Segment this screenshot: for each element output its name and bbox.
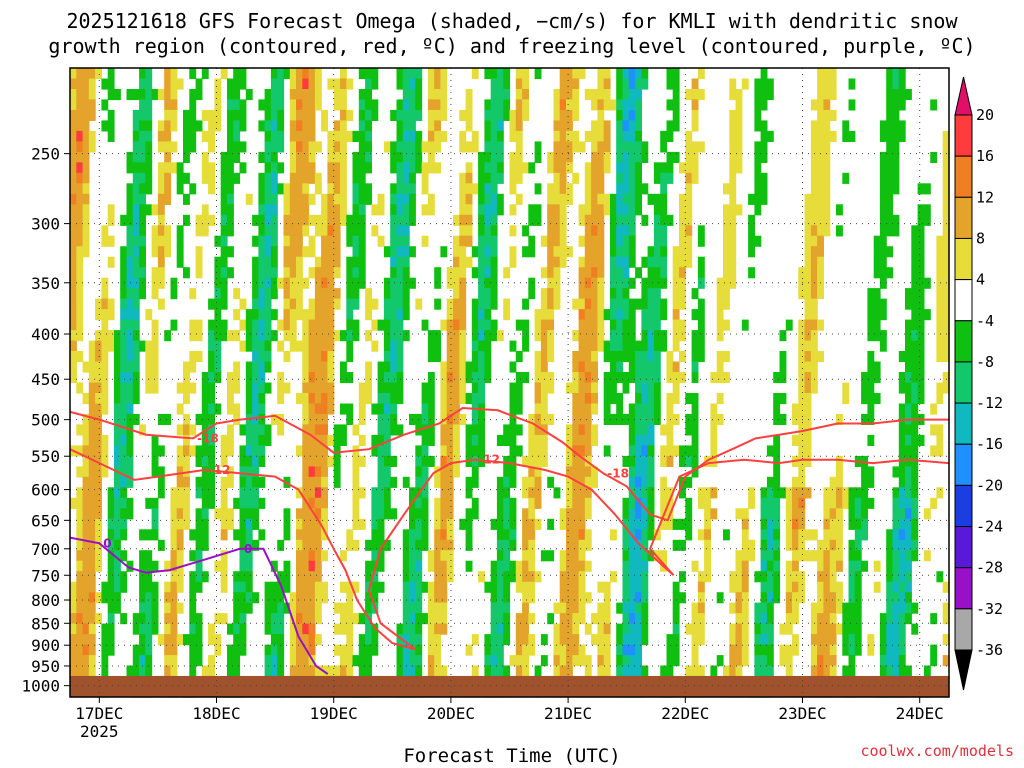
- chart-svg: 2503003504004505005506006507007508008509…: [21, 67, 1003, 740]
- colorbar-label: -8: [976, 353, 994, 371]
- plot-frame: [69, 67, 950, 698]
- colorbar-bottom-arrow: [954, 649, 973, 691]
- colorbar-label: 16: [976, 147, 994, 165]
- colorbar-swatch: [954, 608, 973, 651]
- colorbar-swatch: [954, 361, 973, 404]
- colorbar-label: 8: [976, 229, 985, 247]
- y-tick-label: 800: [31, 591, 60, 610]
- contour-label: -18: [607, 466, 629, 480]
- x-axis-label: Forecast Time (UTC): [403, 745, 621, 767]
- colorbar-label: -4: [976, 312, 994, 330]
- y-tick-label: 900: [31, 636, 60, 655]
- colorbar-swatch: [954, 402, 973, 445]
- colorbar-swatch: [954, 155, 973, 198]
- y-tick-label: 500: [31, 411, 60, 430]
- colorbar-label: 4: [976, 271, 985, 289]
- colorbar-label: -32: [976, 600, 1003, 618]
- colorbar-label: 20: [976, 106, 994, 124]
- contour-label: -12: [478, 453, 500, 467]
- ground-surface: [70, 675, 949, 697]
- y-tick-label: 350: [31, 274, 60, 293]
- contour-label: 0: [244, 542, 252, 556]
- y-tick-label: 550: [31, 447, 60, 466]
- colorbar-swatch: [954, 567, 973, 610]
- x-tick-label: 18DEC: [192, 704, 240, 723]
- x-tick-label: 20DEC: [427, 704, 475, 723]
- x-tick-label: 21DEC: [544, 704, 592, 723]
- omega-shading: [70, 68, 950, 698]
- chart-title-line1: 2025121618 GFS Forecast Omega (shaded, −…: [66, 9, 958, 33]
- y-tick-label: 450: [31, 370, 60, 389]
- colorbar-label: -24: [976, 518, 1003, 536]
- colorbar-label: -12: [976, 394, 1003, 412]
- contour-0: [69, 536, 329, 675]
- colorbar-label: -36: [976, 641, 1003, 659]
- y-tick-label: 950: [31, 657, 60, 676]
- colorbar-label: -20: [976, 476, 1003, 494]
- contour-label: -18: [197, 431, 219, 445]
- contour-minus12: [69, 448, 950, 651]
- x-tick-sublabel: 2025: [80, 722, 119, 740]
- y-tick-label: 600: [31, 481, 60, 500]
- y-tick-label: 750: [31, 566, 60, 585]
- y-tick-label: 1000: [21, 677, 60, 696]
- colorbar-swatch: [954, 484, 973, 528]
- colorbar-label: -16: [976, 435, 1003, 453]
- chart-title-line2: growth region (contoured, red, ºC) and f…: [48, 34, 976, 58]
- x-tick-label: 24DEC: [896, 704, 944, 723]
- x-tick-label: 19DEC: [310, 704, 358, 723]
- y-tick-label: 400: [31, 325, 60, 344]
- colorbar-swatch: [954, 320, 973, 363]
- colorbar-swatch: [954, 196, 973, 239]
- contour-minus18: [69, 406, 949, 522]
- colorbar-label: 12: [976, 188, 994, 206]
- x-tick-label: 17DEC: [75, 704, 123, 723]
- y-tick-label: 300: [31, 215, 60, 234]
- colorbar-swatch: [954, 237, 973, 281]
- colorbar-label: -28: [976, 559, 1003, 577]
- contour-label: 0: [103, 536, 111, 550]
- x-tick-label: 23DEC: [778, 704, 826, 723]
- contour-label: -12: [209, 463, 231, 477]
- colorbar-swatch: [954, 114, 973, 157]
- y-tick-label: 650: [31, 511, 60, 530]
- colorbar-swatch: [954, 443, 973, 486]
- x-tick-label: 22DEC: [661, 704, 709, 723]
- y-tick-label: 850: [31, 614, 60, 633]
- credit-link[interactable]: coolwx.com/models: [860, 742, 1014, 760]
- colorbar-swatch: [954, 279, 973, 322]
- colorbar-top-arrow: [954, 76, 973, 116]
- colorbar-swatch: [954, 526, 973, 569]
- y-tick-label: 700: [31, 540, 60, 559]
- y-tick-label: 250: [31, 145, 60, 164]
